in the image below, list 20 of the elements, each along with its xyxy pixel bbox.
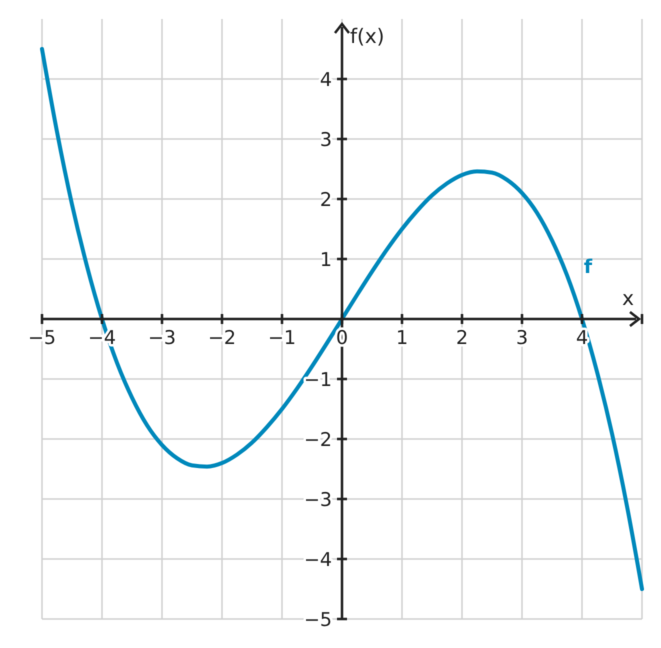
y-axis-title: f(x) [350,24,384,48]
y-tick-label: 3 [320,129,332,151]
y-tick-label: −4 [304,549,332,571]
x-tick-label: 4 [576,327,588,349]
x-axis-title: x [622,286,634,310]
y-tick-label: −5 [304,609,332,631]
y-tick-label: 4 [320,69,332,91]
y-tick-label: 2 [320,189,332,211]
x-tick-label: 2 [456,327,468,349]
y-tick-label: −2 [304,429,332,451]
series-label: f [584,256,593,278]
y-tick-label: −3 [304,489,332,511]
x-tick-label: 3 [516,327,528,349]
x-tick-label: −5 [28,327,56,349]
x-tick-label: 1 [396,327,408,349]
y-tick-label: 1 [320,249,332,271]
x-tick-label: −3 [148,327,176,349]
y-tick-label: −1 [304,369,332,391]
x-tick-label: −1 [268,327,296,349]
x-tick-label: −2 [208,327,236,349]
